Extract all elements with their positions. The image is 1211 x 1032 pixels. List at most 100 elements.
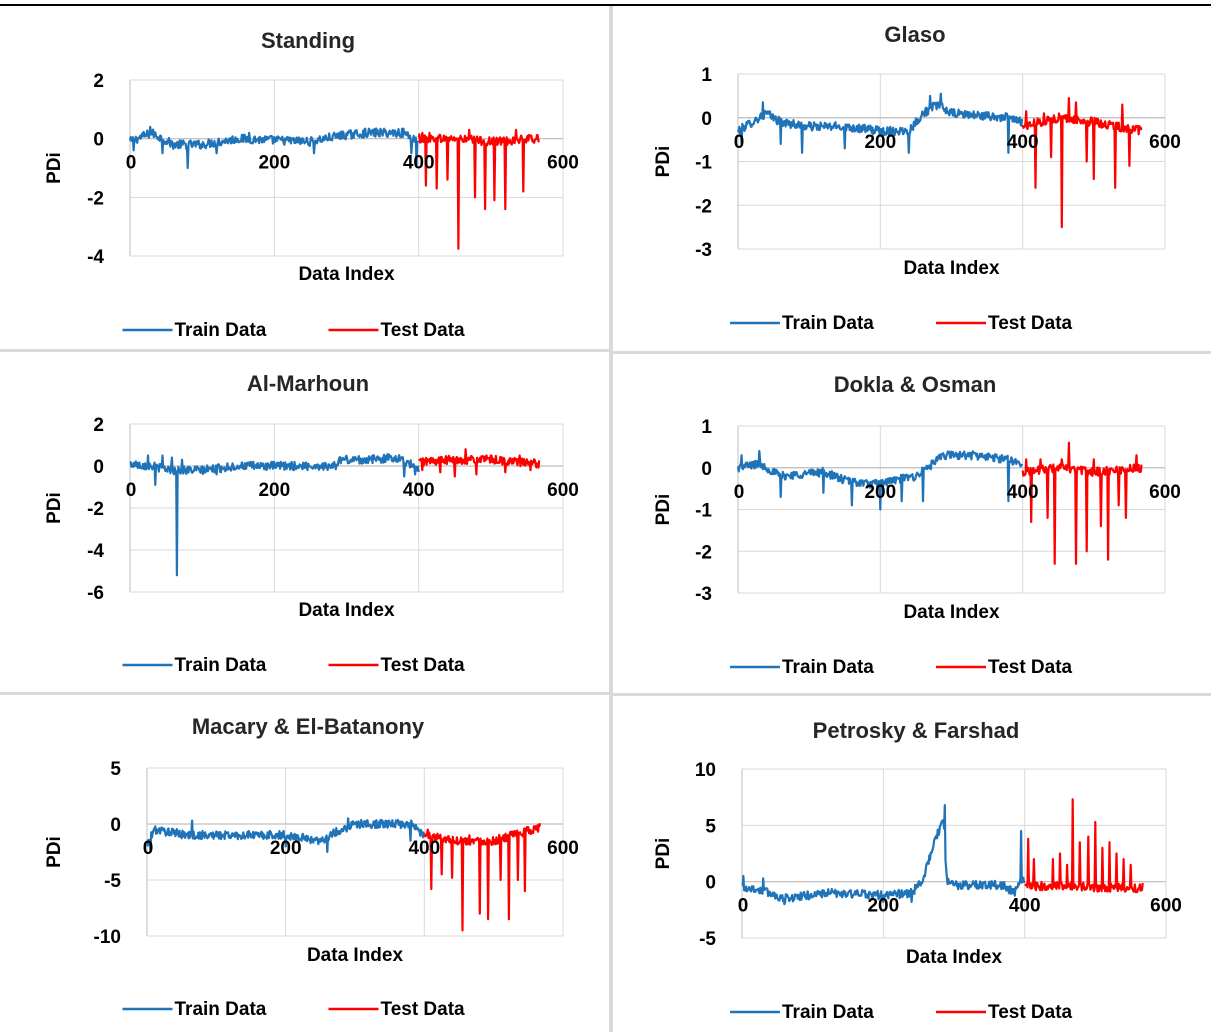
y-axis-label: PDi — [44, 836, 65, 868]
x-tick-label: 600 — [1149, 482, 1181, 503]
y-tick-label: -3 — [695, 240, 712, 261]
y-axis-label: PDi — [44, 492, 65, 524]
x-tick-label: 200 — [258, 153, 290, 174]
y-tick-label: -5 — [104, 871, 121, 892]
y-tick-label: 0 — [705, 873, 716, 894]
x-tick-label: 200 — [864, 132, 896, 153]
x-axis-label: Data Index — [906, 947, 1003, 968]
y-tick-label: 5 — [705, 816, 716, 837]
y-tick-label: -6 — [87, 583, 104, 604]
x-axis-label: Data Index — [298, 600, 395, 621]
x-axis-label: Data Index — [903, 602, 1000, 623]
y-tick-label: 2 — [93, 71, 104, 92]
chart-svg: Petrosky & Farshad 10 5 0 -5 0 200 400 600 Data I… — [653, 718, 1182, 1023]
x-tick-label: 600 — [547, 838, 579, 859]
x-tick-label: 200 — [258, 480, 290, 501]
y-tick-label: 5 — [110, 759, 121, 780]
series-line-test — [423, 822, 542, 932]
y-axis-label: PDi — [653, 494, 674, 526]
y-tick-label: -4 — [87, 541, 104, 562]
chart-panel-5: Macary & El-Batanony 5 0 -5 -10 0 200 400 600 Dat… — [0, 695, 609, 1032]
y-tick-label: -4 — [87, 247, 104, 268]
y-tick-label: 0 — [701, 459, 712, 480]
chart-panel-1: Standing 2 0 -2 -4 0 200 400 600 Data Index PDi Tra… — [0, 8, 609, 348]
x-tick-label: 200 — [270, 838, 302, 859]
legend-label-train: Train Data — [782, 1002, 874, 1023]
legend-label-train: Train Data — [782, 657, 874, 678]
legend-label-train: Train Data — [782, 313, 874, 334]
chart-title: Dokla & Osman — [834, 372, 997, 397]
x-tick-label: 0 — [738, 896, 749, 917]
series-line-train — [128, 125, 420, 170]
y-tick-label: -2 — [87, 499, 104, 520]
chart-panel-6: Petrosky & Farshad 10 5 0 -5 0 200 400 600 Data I… — [613, 696, 1211, 1032]
y-tick-label: 0 — [93, 130, 104, 151]
legend-label-train: Train Data — [175, 655, 267, 676]
series-line-train — [736, 92, 1024, 154]
x-tick-label: 0 — [734, 132, 745, 153]
panel-divider-horizontal-4 — [613, 693, 1211, 696]
series-line-train — [146, 817, 426, 854]
x-tick-label: 600 — [1150, 896, 1182, 917]
chart-title: Al-Marhoun — [247, 371, 369, 396]
panel-divider-horizontal-1 — [0, 349, 609, 352]
chart-panel-3: Al-Marhoun 2 0 -2 -4 -6 0 200 400 600 Data Index PD… — [0, 352, 609, 691]
y-tick-label: 0 — [110, 815, 121, 836]
series-line-test — [417, 128, 541, 250]
chart-svg: Standing 2 0 -2 -4 0 200 400 600 Data Index PDi Tra… — [44, 28, 579, 341]
chart-title: Petrosky & Farshad — [813, 718, 1020, 743]
y-tick-label: -10 — [94, 927, 121, 948]
y-tick-label: 10 — [695, 760, 716, 781]
x-tick-label: 200 — [864, 482, 896, 503]
chart-title: Standing — [261, 28, 355, 53]
y-tick-label: 1 — [701, 417, 712, 438]
x-tick-label: 600 — [547, 480, 579, 501]
chart-svg: Macary & El-Batanony 5 0 -5 -10 0 200 400 600 Dat… — [44, 714, 579, 1020]
y-tick-label: -5 — [699, 929, 716, 950]
chart-title: Glaso — [884, 22, 945, 47]
panel-divider-vertical — [609, 6, 613, 1032]
legend-label-test: Test Data — [381, 320, 466, 341]
panel-divider-horizontal-2 — [613, 351, 1211, 354]
x-axis-label: Data Index — [298, 264, 395, 285]
x-tick-label: 400 — [403, 480, 435, 501]
y-tick-label: -2 — [695, 196, 712, 217]
legend-label-test: Test Data — [988, 1002, 1073, 1023]
panel-divider-horizontal-3 — [0, 692, 609, 695]
x-axis-label: Data Index — [307, 945, 404, 966]
y-tick-label: -3 — [695, 584, 712, 605]
top-rule — [0, 4, 1211, 6]
y-tick-label: -1 — [695, 153, 712, 174]
x-tick-label: 0 — [734, 482, 745, 503]
series-line-test — [1021, 441, 1143, 565]
x-axis-label: Data Index — [903, 258, 1000, 279]
y-tick-label: 2 — [93, 415, 104, 436]
x-tick-label: 0 — [143, 838, 154, 859]
x-tick-label: 0 — [126, 480, 137, 501]
y-tick-label: -1 — [695, 501, 712, 522]
x-tick-label: 400 — [408, 838, 440, 859]
x-tick-label: 400 — [1007, 482, 1039, 503]
x-tick-label: 400 — [403, 153, 435, 174]
x-tick-label: 600 — [1149, 132, 1181, 153]
chart-title: Macary & El-Batanony — [192, 714, 425, 739]
y-tick-label: 0 — [93, 457, 104, 478]
series-line-train — [736, 449, 1024, 511]
legend-label-test: Test Data — [381, 655, 466, 676]
series-line-train — [741, 804, 1026, 906]
chart-panel-4: Dokla & Osman 1 0 -1 -2 -3 0 200 400 600 Data Inde… — [613, 354, 1211, 692]
y-axis-label: PDi — [653, 838, 674, 870]
series-line-test — [1024, 798, 1144, 894]
series-line-test — [1021, 97, 1143, 229]
x-tick-label: 400 — [1007, 132, 1039, 153]
x-tick-label: 0 — [126, 153, 137, 174]
y-axis-label: PDi — [44, 152, 65, 184]
y-tick-label: 0 — [701, 109, 712, 130]
y-tick-label: 1 — [701, 65, 712, 86]
legend-label-test: Test Data — [988, 313, 1073, 334]
legend-label-test: Test Data — [381, 999, 466, 1020]
x-tick-label: 600 — [547, 153, 579, 174]
x-tick-label: 200 — [867, 896, 899, 917]
series-line-test — [418, 448, 541, 478]
legend-label-test: Test Data — [988, 657, 1073, 678]
